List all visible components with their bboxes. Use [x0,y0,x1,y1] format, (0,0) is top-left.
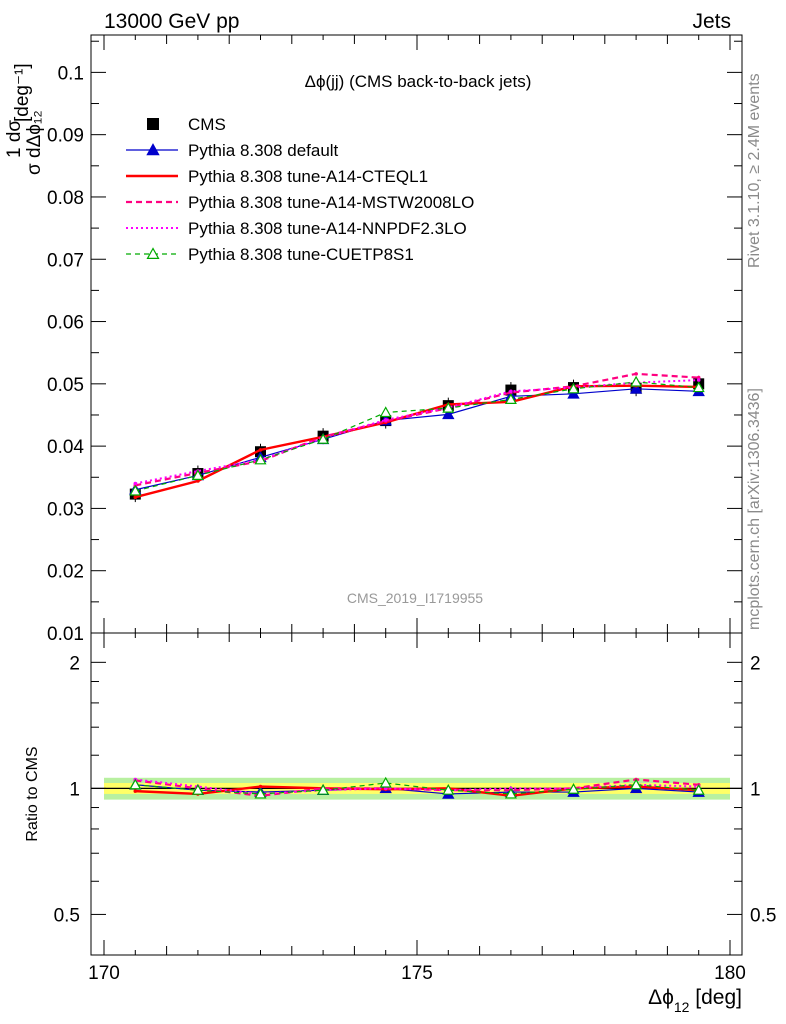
legend-marker [146,247,160,259]
series-point [133,481,138,486]
main-plot: Δϕ(jj) (CMS back-to-back jets) CMS_2019_… [4,34,743,955]
series-pythia-8-308-tune-a14-cteql1 [133,383,701,500]
series-point [509,389,513,394]
header-left: 13000 GeV pp [104,10,239,33]
legend-item: Pythia 8.308 default [126,141,339,160]
legend: CMS Pythia 8.308 default Pythia 8.308 tune… [126,115,474,264]
series-point [379,406,392,418]
series-point [634,372,638,376]
legend-item: Pythia 8.308 tune-A14-NNPDF2.3LO [126,219,467,238]
ratio-point [133,789,138,793]
legend-item: Pythia 8.308 tune-A14-CTEQL1 [126,167,428,186]
series-point [191,469,204,481]
y-tick-label: 0.02 [47,562,84,583]
series-point [196,479,200,483]
legend-label: CMS [188,115,226,134]
ratio-point [379,776,392,788]
series-point [442,401,455,413]
series-point [383,418,388,422]
series-point [317,433,330,444]
y-tick-label: 0.09 [47,126,84,147]
series-point [254,453,267,465]
ratio-point [630,778,643,790]
y-axis-title-fraction: 1 dσ [4,120,25,158]
y-tick-label: 0.04 [47,437,84,458]
ratio-plot-frame [90,632,743,956]
legend-swatch [147,118,159,130]
series-point [258,448,263,452]
series-point [696,378,701,382]
series-line [135,388,699,491]
series-pythia-8-308-default [129,382,705,495]
ratio-point [258,784,263,789]
legend-item: CMS [147,115,226,134]
series-point [129,484,142,496]
y-axis-title-unit: [deg⁻¹] [12,63,33,122]
legend-item: Pythia 8.308 tune-CUETP8S1 [126,245,414,264]
mcplots-label: mcplots.cern.ch [arXiv:1306.3436] [746,388,763,630]
series-point [629,382,643,394]
legend-label: Pythia 8.308 tune-A14-CTEQL1 [188,167,428,186]
ratio-point [567,783,580,794]
series-line [134,384,699,499]
main-plot-title: Δϕ(jj) (CMS back-to-back jets) [305,72,532,91]
ratio-series-pythia-8-308-tune-cuetp8s1 [129,776,705,799]
y-tick-label: 0.03 [47,499,84,520]
x-axis-title: Δϕ12 [deg] [648,986,742,1015]
header-right: Jets [692,10,731,33]
series-point [504,393,517,405]
series-point [567,382,580,394]
ratio-point [191,783,204,795]
ratio-point [692,783,705,795]
series-point [133,495,138,500]
y-tick-label: 0.01 [47,624,84,645]
ratio-point [254,787,267,799]
legend-marker [146,143,160,156]
ratio-plot: 0.5 0.5 1 1 2 2 Ratio to CMS [24,632,776,956]
legend-label: Pythia 8.308 tune-A14-NNPDF2.3LO [188,219,467,238]
legend-label: Pythia 8.308 tune-A14-MSTW2008LO [188,193,474,212]
y-tick-label: 0.07 [47,250,84,271]
rivet-label: Rivet 3.1.10, ≥ 2.4M events [746,73,763,268]
y-tick-label: 0.06 [47,313,84,334]
y-tick-label: 0.08 [47,188,84,209]
legend-label: Pythia 8.308 default [188,141,339,160]
series-pythia-8-308-tune-cuetp8s1 [129,375,705,496]
y-axis-title: 1 dσ σ dΔϕ₁₂ [deg⁻¹] [4,63,45,175]
x-tick-label: 170 [88,963,120,984]
ratio-y-tick-label-right: 0.5 [750,905,776,926]
x-tick-label: 175 [401,963,433,984]
series-point [442,408,455,420]
ratio-line [135,782,699,795]
series-line [135,381,699,492]
legend-item: Pythia 8.308 tune-A14-MSTW2008LO [126,193,474,212]
ratio-y-label: Ratio to CMS [24,746,41,841]
ratio-point [129,778,142,790]
series-line [135,379,699,485]
ratio-y-tick-label: 0.5 [54,905,80,926]
series-cms [129,375,705,503]
series-point [692,381,705,393]
y-axis-title-denominator: σ dΔϕ₁₂ [24,110,45,175]
legend-label: Pythia 8.308 tune-CUETP8S1 [188,245,414,264]
ratio-y-tick-label-right: 1 [750,779,761,800]
ratio-y-tick-label: 2 [69,653,80,674]
series-point [630,375,643,387]
x-tick-label: 180 [714,963,746,984]
y-tick-label: 0.1 [58,63,84,84]
ratio-point [442,783,455,795]
watermark: CMS_2019_I1719955 [347,590,483,606]
ratio-point [504,787,517,799]
series-point [696,375,701,380]
ratio-point [317,783,330,795]
y-tick-label: 0.05 [47,375,84,396]
ratio-y-tick-label: 1 [69,779,80,800]
ratio-y-tick-label-right: 2 [750,653,761,674]
